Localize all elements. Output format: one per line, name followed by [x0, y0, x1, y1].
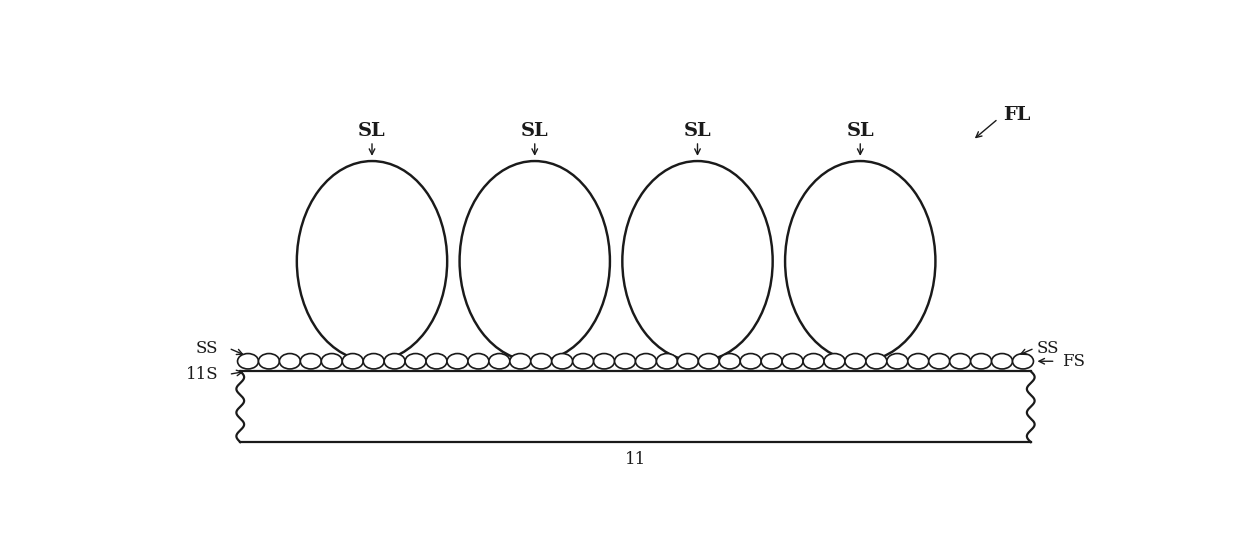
Ellipse shape: [446, 354, 467, 369]
Text: 11S: 11S: [186, 366, 218, 383]
Ellipse shape: [384, 354, 405, 369]
Text: FS: FS: [1061, 353, 1085, 370]
Text: SL: SL: [847, 122, 874, 140]
Ellipse shape: [636, 354, 656, 369]
Text: SS: SS: [1037, 340, 1059, 356]
Ellipse shape: [615, 354, 635, 369]
Ellipse shape: [321, 354, 342, 369]
Ellipse shape: [825, 354, 844, 369]
Ellipse shape: [427, 354, 446, 369]
Ellipse shape: [405, 354, 427, 369]
Ellipse shape: [258, 354, 279, 369]
Text: 11: 11: [625, 451, 646, 468]
Ellipse shape: [887, 354, 908, 369]
Ellipse shape: [552, 354, 573, 369]
Text: FL: FL: [1003, 106, 1030, 124]
Ellipse shape: [844, 354, 866, 369]
Ellipse shape: [971, 354, 992, 369]
Ellipse shape: [992, 354, 1013, 369]
Text: SL: SL: [521, 122, 548, 140]
Ellipse shape: [740, 354, 761, 369]
Text: SL: SL: [358, 122, 386, 140]
Ellipse shape: [785, 161, 935, 361]
Ellipse shape: [296, 161, 448, 361]
Ellipse shape: [698, 354, 719, 369]
Ellipse shape: [761, 354, 782, 369]
Ellipse shape: [677, 354, 698, 369]
Ellipse shape: [929, 354, 950, 369]
Ellipse shape: [467, 354, 489, 369]
Ellipse shape: [804, 354, 825, 369]
Ellipse shape: [279, 354, 300, 369]
Ellipse shape: [489, 354, 510, 369]
Ellipse shape: [460, 161, 610, 361]
Ellipse shape: [950, 354, 971, 369]
Text: SS: SS: [196, 340, 218, 356]
Ellipse shape: [594, 354, 615, 369]
Ellipse shape: [531, 354, 552, 369]
Ellipse shape: [238, 354, 258, 369]
Ellipse shape: [656, 354, 677, 369]
Text: SL: SL: [683, 122, 712, 140]
Ellipse shape: [908, 354, 929, 369]
Ellipse shape: [342, 354, 363, 369]
Ellipse shape: [573, 354, 594, 369]
Ellipse shape: [782, 354, 804, 369]
Ellipse shape: [1013, 354, 1033, 369]
Ellipse shape: [300, 354, 321, 369]
Ellipse shape: [719, 354, 740, 369]
Ellipse shape: [510, 354, 531, 369]
Ellipse shape: [622, 161, 773, 361]
Ellipse shape: [363, 354, 384, 369]
Ellipse shape: [866, 354, 887, 369]
